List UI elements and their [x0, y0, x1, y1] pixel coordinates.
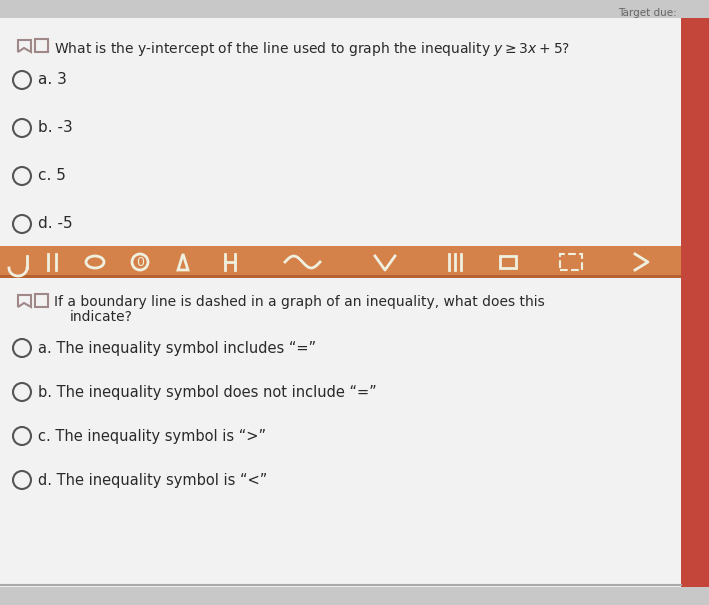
Text: d. The inequality symbol is “<”: d. The inequality symbol is “<”: [38, 473, 267, 488]
Bar: [35, 294, 48, 307]
Bar: [0, 246, 681, 278]
Bar: [0, 587, 709, 605]
Bar: [0, 0, 709, 18]
Bar: [0, 275, 681, 278]
Text: d. -5: d. -5: [38, 217, 72, 232]
Text: a. The inequality symbol includes “=”: a. The inequality symbol includes “=”: [38, 341, 316, 356]
Text: a. 3: a. 3: [38, 73, 67, 88]
Text: If a boundary line is dashed in a graph of an inequality, what does this: If a boundary line is dashed in a graph …: [54, 295, 545, 309]
Bar: [560, 254, 582, 270]
Text: 0: 0: [136, 255, 144, 269]
Bar: [500, 256, 516, 268]
Text: b. The inequality symbol does not include “=”: b. The inequality symbol does not includ…: [38, 385, 376, 399]
Text: indicate?: indicate?: [70, 310, 133, 324]
Bar: [35, 39, 48, 52]
Bar: [681, 18, 709, 587]
Text: c. The inequality symbol is “>”: c. The inequality symbol is “>”: [38, 428, 266, 443]
Text: What is the y-intercept of the line used to graph the inequality $y \geq 3x + 5$: What is the y-intercept of the line used…: [54, 40, 570, 58]
Text: Target due:: Target due:: [618, 8, 677, 18]
Text: b. -3: b. -3: [38, 120, 73, 136]
Text: c. 5: c. 5: [38, 169, 66, 183]
